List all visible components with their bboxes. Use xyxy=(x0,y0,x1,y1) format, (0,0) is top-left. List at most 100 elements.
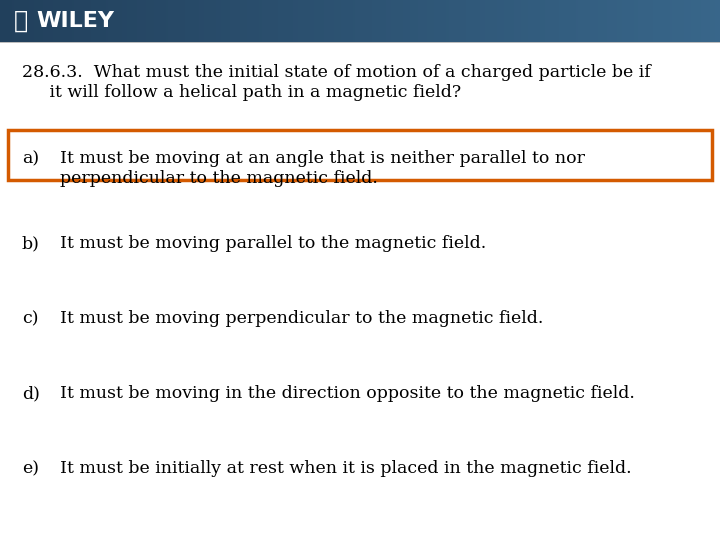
Bar xyxy=(545,0,547,42)
Bar xyxy=(475,0,477,42)
Text: d): d) xyxy=(22,385,40,402)
Bar xyxy=(621,0,624,42)
Bar xyxy=(708,0,711,42)
Bar xyxy=(108,0,110,42)
Bar xyxy=(427,0,430,42)
Text: It must be moving parallel to the magnetic field.: It must be moving parallel to the magnet… xyxy=(60,235,486,252)
Bar xyxy=(288,0,290,42)
Bar xyxy=(252,0,254,42)
Bar xyxy=(581,0,583,42)
Bar xyxy=(305,0,307,42)
Bar xyxy=(646,0,648,42)
Bar xyxy=(533,0,535,42)
Bar xyxy=(480,0,482,42)
Bar xyxy=(562,0,564,42)
Bar xyxy=(677,0,679,42)
Bar xyxy=(36,0,38,42)
Bar xyxy=(626,0,629,42)
Bar xyxy=(139,0,142,42)
Bar xyxy=(67,0,70,42)
Bar xyxy=(333,0,336,42)
Bar xyxy=(151,0,153,42)
Bar xyxy=(660,0,662,42)
Bar xyxy=(679,0,682,42)
Text: a): a) xyxy=(22,150,39,167)
Bar xyxy=(415,0,418,42)
Bar xyxy=(168,0,171,42)
Bar xyxy=(387,0,389,42)
Bar xyxy=(228,0,230,42)
Bar xyxy=(307,0,310,42)
Bar xyxy=(405,0,408,42)
Bar xyxy=(463,0,466,42)
Bar xyxy=(451,0,454,42)
Bar xyxy=(521,0,523,42)
Bar xyxy=(158,0,161,42)
Bar xyxy=(0,0,2,42)
Bar xyxy=(180,0,182,42)
Bar xyxy=(571,0,574,42)
Text: It must be moving at an angle that is neither parallel to nor: It must be moving at an angle that is ne… xyxy=(60,150,585,167)
Bar xyxy=(497,0,499,42)
Bar xyxy=(538,0,540,42)
Bar xyxy=(639,0,641,42)
Bar xyxy=(549,0,552,42)
Bar xyxy=(120,0,122,42)
Bar xyxy=(713,0,715,42)
Bar xyxy=(554,0,557,42)
Bar xyxy=(204,0,207,42)
Bar xyxy=(643,0,646,42)
Bar xyxy=(187,0,189,42)
Bar xyxy=(590,0,593,42)
Bar xyxy=(631,0,634,42)
Bar xyxy=(24,0,27,42)
Bar xyxy=(91,0,94,42)
Bar xyxy=(355,0,358,42)
Bar xyxy=(372,0,374,42)
Bar xyxy=(60,0,63,42)
Bar xyxy=(454,0,456,42)
Bar xyxy=(513,0,516,42)
Bar xyxy=(377,0,379,42)
Bar xyxy=(125,0,127,42)
Bar xyxy=(389,0,391,42)
Bar xyxy=(477,0,480,42)
Bar xyxy=(449,0,451,42)
Bar xyxy=(243,0,245,42)
Bar xyxy=(394,0,396,42)
Bar xyxy=(665,0,667,42)
Bar xyxy=(163,0,166,42)
Bar xyxy=(466,0,468,42)
Bar xyxy=(156,0,158,42)
Bar xyxy=(487,0,490,42)
Bar xyxy=(384,0,387,42)
Bar xyxy=(247,0,250,42)
Bar xyxy=(65,0,67,42)
Bar xyxy=(662,0,665,42)
Bar xyxy=(351,0,353,42)
Bar xyxy=(346,0,348,42)
Bar xyxy=(211,0,214,42)
Bar xyxy=(286,0,288,42)
Bar xyxy=(434,0,437,42)
Bar xyxy=(485,0,487,42)
Bar xyxy=(171,0,173,42)
Bar xyxy=(9,0,12,42)
Bar xyxy=(216,0,218,42)
Bar xyxy=(396,0,398,42)
Bar xyxy=(686,0,689,42)
Bar xyxy=(401,0,403,42)
Bar xyxy=(14,0,17,42)
Bar xyxy=(418,0,420,42)
Bar xyxy=(50,0,53,42)
Bar xyxy=(130,0,132,42)
Bar xyxy=(617,0,619,42)
Bar xyxy=(413,0,415,42)
Bar xyxy=(499,0,502,42)
Text: Ⓢ: Ⓢ xyxy=(14,9,28,33)
Bar xyxy=(444,0,446,42)
Bar xyxy=(199,0,202,42)
Bar xyxy=(137,0,139,42)
Bar xyxy=(682,0,684,42)
Bar xyxy=(182,0,185,42)
